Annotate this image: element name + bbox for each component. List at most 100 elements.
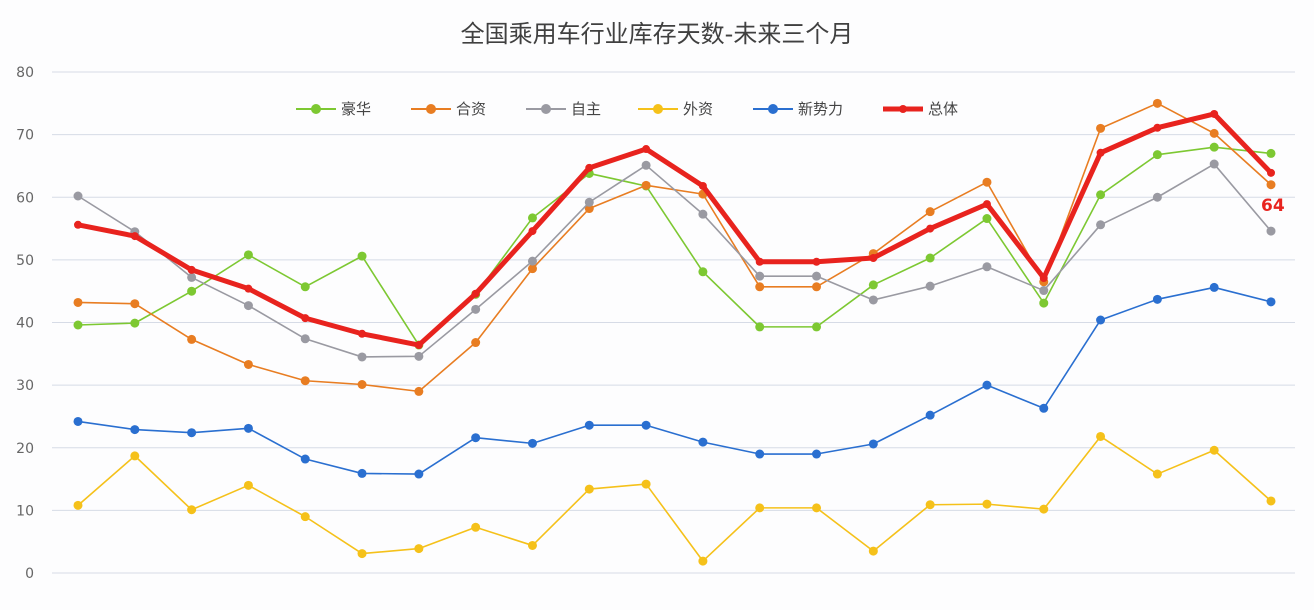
chart-title: 全国乘用车行业库存天数-未来三个月 (460, 20, 854, 48)
data-point (358, 329, 367, 338)
data-point (982, 380, 992, 390)
data-point (755, 503, 765, 513)
legend-marker (768, 104, 778, 114)
data-point (812, 271, 822, 281)
series-line-豪华 (77, 146, 1272, 346)
data-point (584, 484, 594, 494)
data-point (243, 301, 253, 311)
data-point (1209, 282, 1219, 292)
data-point (584, 420, 594, 430)
data-point (187, 265, 196, 274)
y-tick-label: 50 (16, 253, 34, 269)
data-point (585, 163, 594, 172)
data-point (1039, 298, 1049, 308)
data-point (868, 280, 878, 290)
data-point (130, 232, 139, 241)
data-point (471, 304, 481, 314)
legend-marker (899, 105, 907, 113)
data-point (527, 264, 537, 274)
data-point (300, 282, 310, 292)
legend-marker (311, 104, 321, 114)
data-point (1210, 109, 1219, 118)
data-point (1152, 150, 1162, 160)
data-point (1266, 148, 1276, 158)
data-point (414, 544, 424, 554)
data-point (73, 191, 83, 201)
data-label: 64 (1261, 196, 1285, 216)
data-point (471, 522, 481, 532)
data-point (1266, 226, 1276, 236)
data-point (925, 410, 935, 420)
y-tick-label: 70 (16, 128, 34, 144)
legend-marker (541, 104, 551, 114)
y-tick-label: 10 (16, 503, 34, 519)
data-point (1209, 128, 1219, 138)
data-point (300, 454, 310, 464)
data-point (1266, 297, 1276, 307)
data-point (982, 262, 992, 272)
y-tick-label: 0 (25, 566, 34, 582)
data-point (755, 282, 765, 292)
data-point (1096, 431, 1106, 441)
legend-label: 合资 (456, 100, 486, 118)
data-point (471, 289, 480, 298)
y-tick-label: 30 (16, 378, 34, 394)
data-point (1266, 180, 1276, 190)
data-point (244, 284, 253, 293)
data-point (868, 295, 878, 305)
data-point (527, 213, 537, 223)
data-point (812, 503, 822, 513)
data-point (641, 420, 651, 430)
data-point (925, 281, 935, 291)
data-point (243, 359, 253, 369)
data-point (357, 379, 367, 389)
data-point (926, 224, 935, 233)
data-point (755, 322, 765, 332)
data-point (1266, 496, 1276, 506)
data-point (187, 286, 197, 296)
legend-label: 豪华 (341, 100, 371, 118)
data-point (187, 505, 197, 515)
data-point (698, 437, 708, 447)
data-point (982, 214, 992, 224)
data-point (641, 180, 651, 190)
series-line-自主 (77, 163, 1272, 358)
data-point (471, 338, 481, 348)
data-point (187, 334, 197, 344)
data-point (187, 428, 197, 438)
data-point (527, 438, 537, 448)
data-point (1039, 286, 1049, 296)
data-point (1209, 445, 1219, 455)
data-point (300, 512, 310, 522)
data-point (812, 257, 821, 266)
legend-label: 新势力 (798, 100, 843, 118)
data-point (755, 257, 764, 266)
data-point (1096, 148, 1105, 157)
legend-marker (426, 104, 436, 114)
data-point (755, 271, 765, 281)
data-point (414, 341, 423, 350)
data-point (357, 352, 367, 362)
data-point (925, 253, 935, 263)
data-point (301, 314, 310, 323)
data-point (925, 500, 935, 510)
series-line-新势力 (77, 286, 1272, 475)
data-point (584, 197, 594, 207)
data-point (73, 297, 83, 307)
data-point (925, 207, 935, 217)
data-point (812, 282, 822, 292)
data-point (243, 480, 253, 490)
data-point (584, 204, 594, 214)
data-point (698, 181, 707, 190)
data-point (357, 251, 367, 261)
data-point (641, 479, 651, 489)
data-point (527, 540, 537, 550)
data-point (1209, 142, 1219, 152)
data-point (471, 433, 481, 443)
data-point (1096, 220, 1106, 230)
data-point (73, 320, 83, 330)
data-point (869, 253, 878, 262)
data-point (755, 449, 765, 459)
